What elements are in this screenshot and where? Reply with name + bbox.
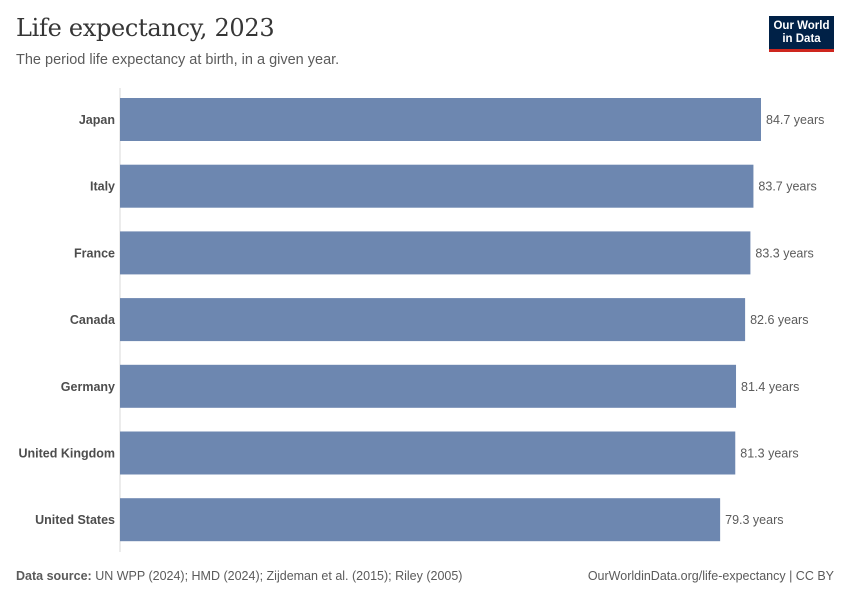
category-label: Germany: [61, 380, 115, 394]
data-source-text: UN WPP (2024); HMD (2024); Zijdeman et a…: [91, 569, 463, 583]
bar-canada[interactable]: [120, 298, 746, 342]
value-label: 83.7 years: [758, 180, 816, 194]
category-label: United States: [35, 513, 115, 527]
value-label: 79.3 years: [725, 513, 783, 527]
chart-subtitle: The period life expectancy at birth, in …: [16, 52, 340, 68]
value-label: 83.3 years: [755, 246, 813, 260]
bar-chart: Japan 84.7 years Italy 83.7 years France 83.3…: [18, 88, 824, 552]
category-label: France: [74, 246, 115, 260]
data-source-label: Data source:: [16, 569, 92, 583]
chart-title: Life expectancy, 2023: [16, 14, 275, 42]
logo-line-2: in Data: [782, 33, 821, 45]
bar-germany[interactable]: [120, 364, 737, 408]
bar-japan[interactable]: [120, 98, 761, 141]
bar-united-kingdom[interactable]: [120, 431, 736, 475]
value-label: 82.6 years: [750, 313, 808, 327]
category-label: United Kingdom: [18, 447, 115, 461]
category-label: Canada: [70, 313, 116, 327]
bar-united-states[interactable]: [120, 498, 721, 542]
owid-logo[interactable]: Our World in Data: [769, 16, 834, 52]
data-source-note: Data source: UN WPP (2024); HMD (2024); …: [16, 569, 462, 583]
value-label: 81.3 years: [740, 447, 798, 461]
category-label: Japan: [79, 113, 115, 127]
bar-italy[interactable]: [120, 164, 754, 208]
value-label: 81.4 years: [741, 380, 799, 394]
category-label: Italy: [90, 180, 115, 194]
bar-france[interactable]: [120, 231, 751, 275]
value-label: 84.7 years: [766, 113, 824, 127]
logo-line-1: Our World: [773, 20, 830, 32]
bars-layer: Japan 84.7 years Italy 83.7 years France 83.3…: [18, 98, 824, 542]
source-link[interactable]: OurWorldinData.org/life-expectancy | CC …: [587, 569, 834, 583]
